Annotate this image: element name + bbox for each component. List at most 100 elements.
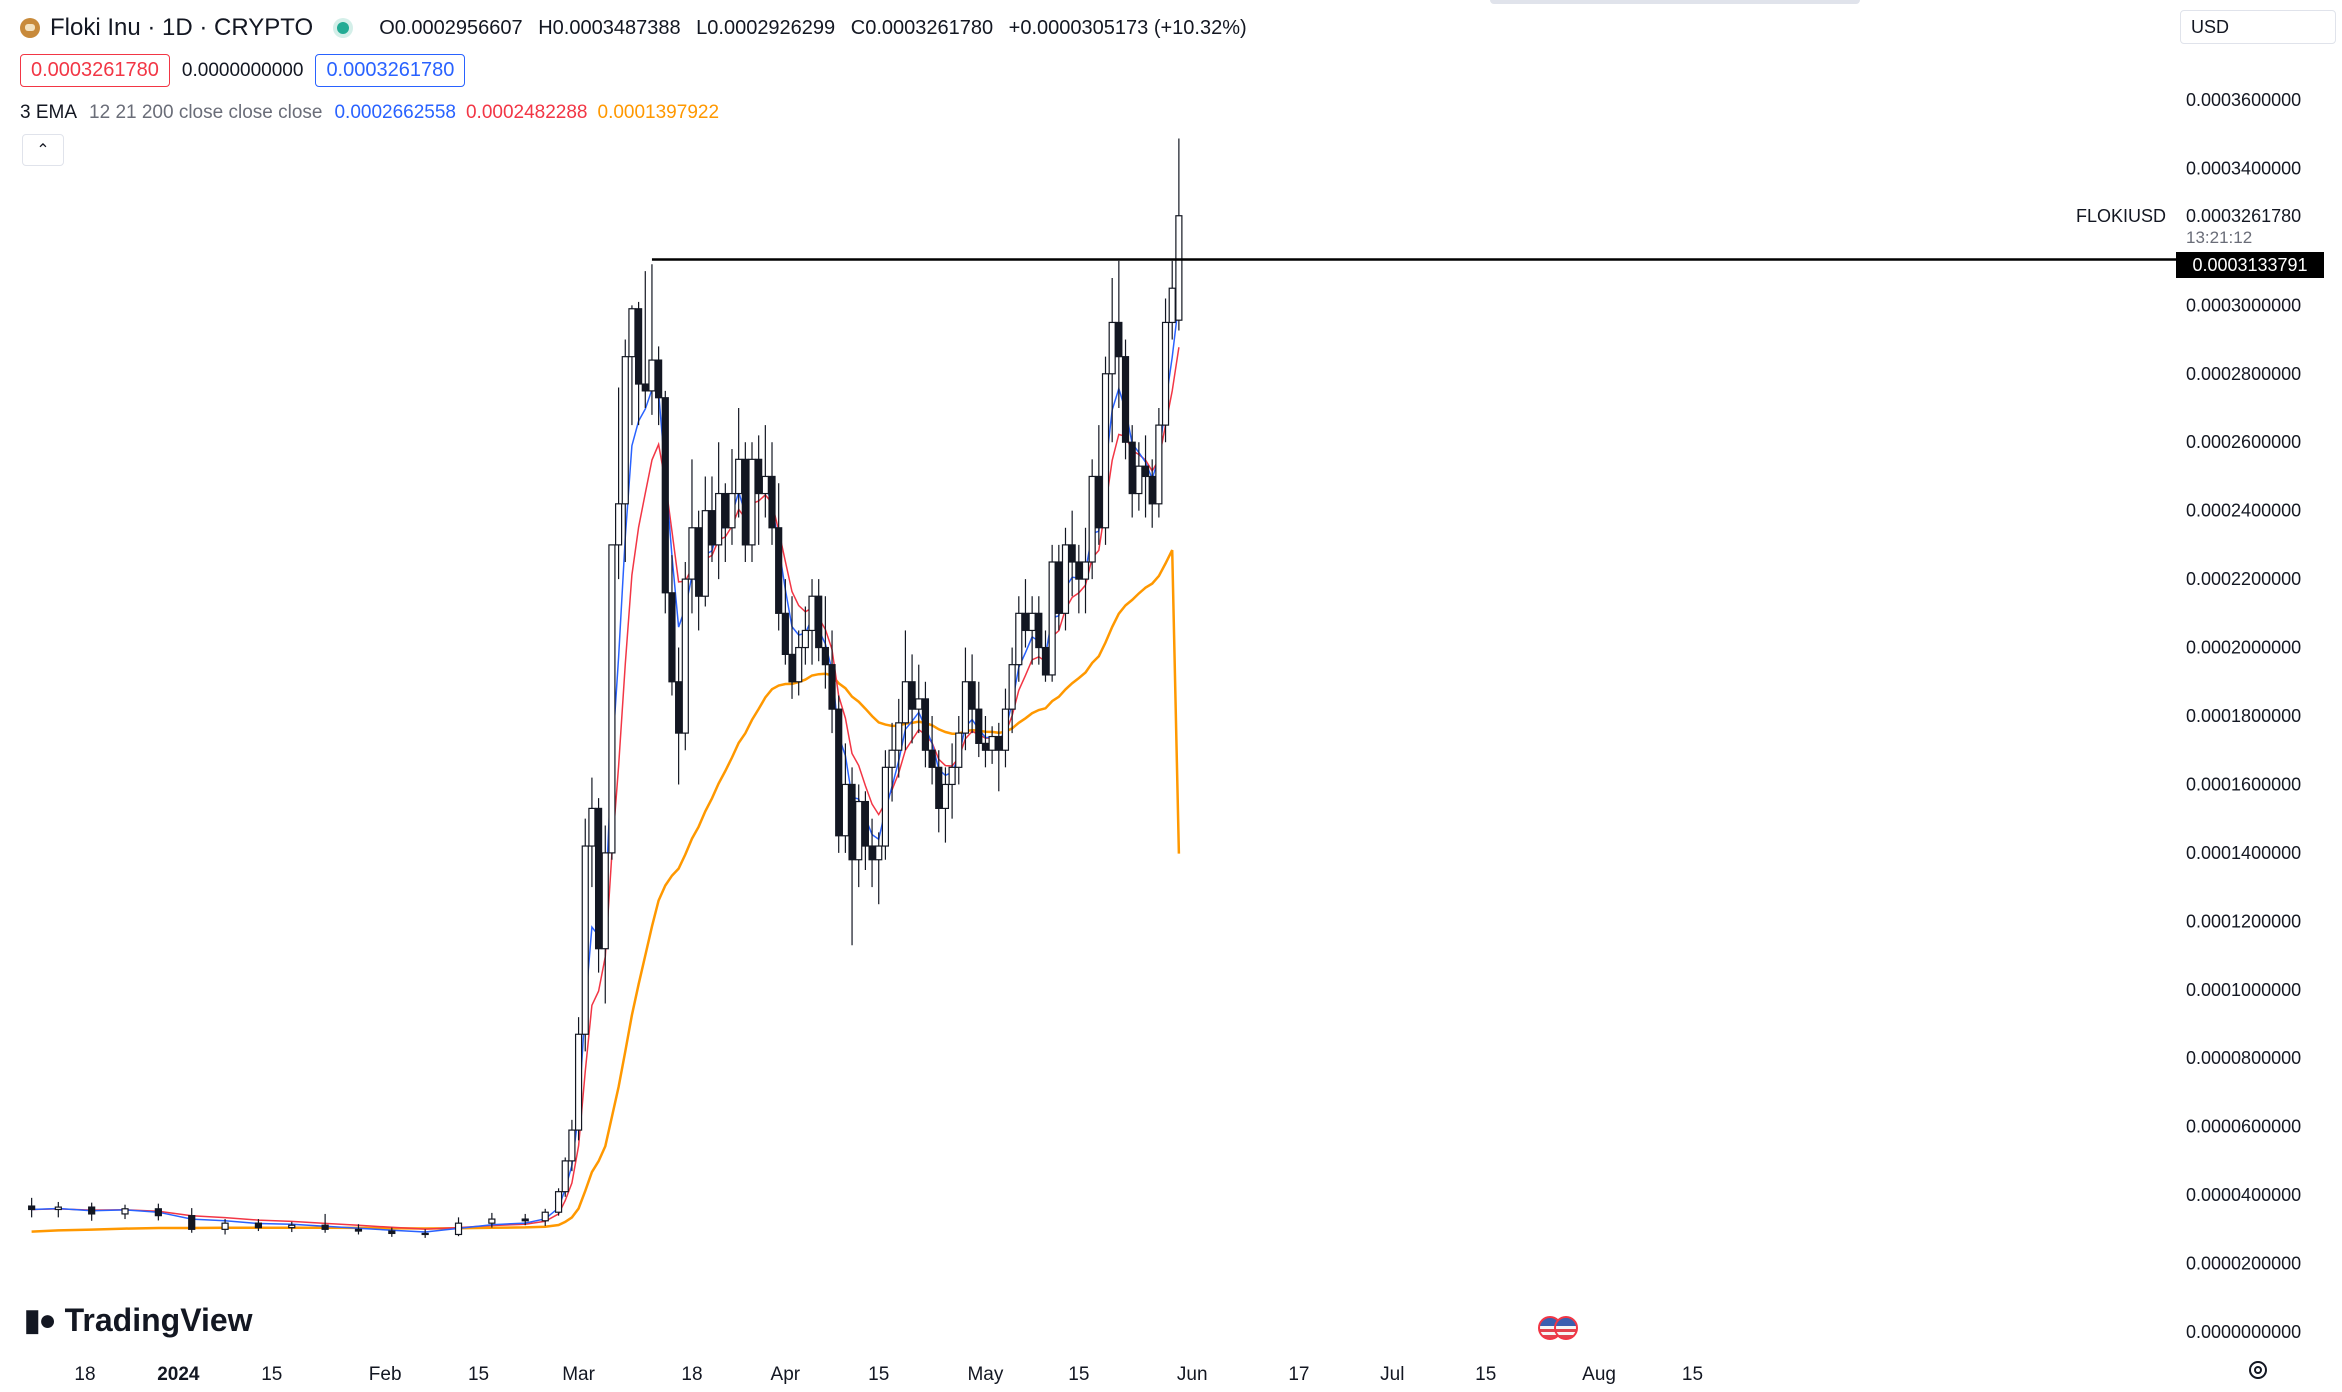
price-tick-label: 0.0001000000 [2186, 980, 2301, 1000]
indicator-name[interactable]: 3 EMA [20, 102, 78, 123]
candle-body [568, 1129, 576, 1162]
time-tick-label: Apr [771, 1364, 801, 1385]
time-tick-label: Jun [1177, 1364, 1208, 1385]
candle-body [648, 359, 656, 392]
candle-body [788, 653, 796, 683]
candle-body [54, 1206, 62, 1211]
price-tick-label: 0.0001600000 [2186, 774, 2301, 794]
candle-body [188, 1215, 196, 1230]
candle-body [635, 308, 643, 385]
time-scale[interactable]: 18 2024 15 Feb 15 Mar 18 Apr 15 May 15 Jun 17 Jul 15 Au… [74, 1364, 1703, 1385]
time-tick-label: 17 [1288, 1364, 1309, 1385]
buy-price-button[interactable]: 0.0003261780 [315, 54, 466, 87]
candle-body [721, 492, 729, 529]
candle-body [841, 783, 849, 837]
close-value: C0.0003261780 [850, 16, 994, 39]
indicator-legend[interactable]: 3 EMA 12 21 200 close close close 0.0002… [20, 102, 729, 124]
candle-body [695, 527, 703, 597]
candle-body [881, 766, 890, 847]
candle-body [748, 458, 756, 546]
candle-body [975, 708, 983, 744]
candle-body [554, 1191, 563, 1213]
candle-body [761, 475, 769, 495]
candle-body [321, 1224, 329, 1230]
ema200-path [31, 549, 1181, 1233]
price-tick-label: 0.0001800000 [2186, 706, 2301, 726]
ema200-line [31, 549, 1181, 1233]
bar-countdown: 13:21:12 [2186, 228, 2253, 247]
candle-body [1041, 646, 1050, 676]
candle-body [801, 629, 809, 649]
candle-body [1075, 561, 1083, 580]
candle-body [221, 1222, 229, 1230]
low-value: L0.0002926299 [696, 16, 836, 39]
candle-body [601, 852, 609, 950]
candle-body [1008, 664, 1016, 710]
open-value: O0.0002956607 [379, 16, 523, 39]
candle-body [628, 308, 636, 358]
candle-body [121, 1208, 129, 1215]
chevron-up-icon: ⌃ [36, 142, 50, 159]
horizontal-line-price-label[interactable]: 0.0003133791 [2176, 252, 2324, 278]
price-tick-label: 0.0000600000 [2186, 1117, 2301, 1137]
ema12-line [31, 300, 1180, 1233]
floki-logo-icon [20, 18, 40, 38]
price-scale[interactable]: 0.0003600000 0.0003400000 0.0003000000 0.00… [2186, 90, 2301, 1342]
candle-body [1001, 708, 1010, 751]
candle-body [688, 527, 696, 580]
ema21-line [31, 347, 1180, 1230]
price-tick-label: 0.0002000000 [2186, 638, 2301, 658]
time-tick-label: 2024 [157, 1364, 200, 1385]
candle-body [955, 732, 963, 768]
sell-price-button[interactable]: 0.0003261780 [20, 54, 170, 87]
candle-body [815, 595, 823, 649]
candle-body [1088, 475, 1096, 563]
candle-body [1121, 356, 1130, 443]
tradingview-logo[interactable]: ▮● TradingView [24, 1302, 253, 1339]
candle-body [454, 1222, 463, 1236]
candle-body [1068, 544, 1076, 563]
collapse-legend-button[interactable]: ⌃ [22, 134, 64, 166]
candle-body [1081, 561, 1090, 580]
price-tick-label: 0.0002600000 [2186, 432, 2301, 452]
symbol-title[interactable]: Floki Inu · 1D · CRYPTO [50, 14, 314, 41]
candle-body [668, 592, 676, 683]
candle-body [921, 698, 930, 751]
time-tick-label: Feb [369, 1364, 402, 1385]
candle-body [861, 800, 869, 847]
candle-body [288, 1224, 296, 1229]
candle-body [88, 1206, 96, 1215]
top-edge-bar [1490, 0, 1860, 4]
time-tick-label: 15 [261, 1364, 282, 1385]
candle-body [614, 503, 623, 546]
ema12-path [31, 300, 1180, 1233]
candle-body [828, 664, 836, 710]
market-status-icon[interactable] [337, 22, 350, 34]
candle-body [995, 735, 1003, 751]
symbol-legend[interactable]: Floki Inu · 1D · CRYPTO O0.0002956607 H0… [20, 14, 1257, 42]
price-tick-label: 0.0003600000 [2186, 90, 2301, 110]
candle-body [1061, 544, 1070, 614]
candle-body [1035, 612, 1043, 649]
price-tick-label: 0.0003000000 [2186, 295, 2301, 315]
candle-body [608, 544, 616, 854]
tradingview-logo-icon: ▮● [24, 1304, 57, 1337]
candle-body [1015, 612, 1023, 666]
us-flag-event-icon[interactable] [1554, 1316, 1578, 1340]
candle-body [941, 783, 950, 810]
price-tick-label: 0.0000400000 [2186, 1185, 2301, 1205]
candle-body [708, 510, 716, 546]
time-tick-label: 15 [868, 1364, 889, 1385]
price-tick-label: 0.0000200000 [2186, 1254, 2301, 1274]
candle-body [928, 749, 936, 768]
candle-body [1161, 321, 1170, 426]
candle-body [1108, 321, 1116, 375]
currency-select[interactable]: USD [2180, 10, 2336, 44]
price-tick-label: 0.0001400000 [2186, 843, 2301, 863]
candle-body [715, 492, 723, 546]
settings-gear-icon[interactable] [2249, 1361, 2267, 1379]
time-tick-label: 15 [468, 1364, 489, 1385]
price-tick-label: 0.0001200000 [2186, 911, 2301, 931]
ema200-value: 0.0001397922 [597, 102, 720, 123]
